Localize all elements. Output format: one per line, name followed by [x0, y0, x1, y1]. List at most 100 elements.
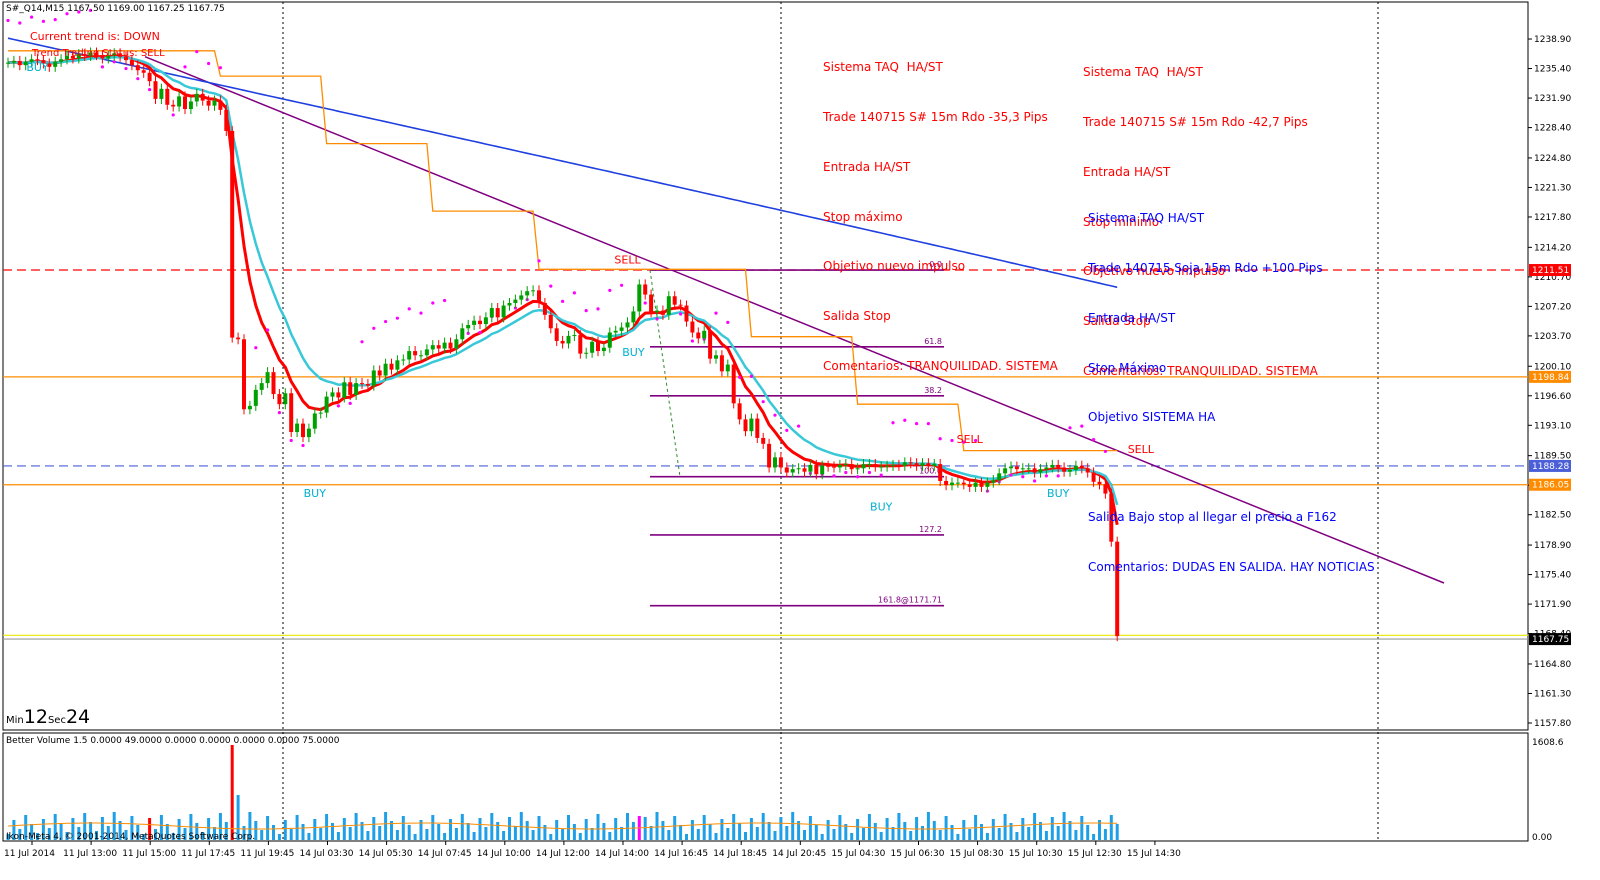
candle-body [1062, 467, 1067, 472]
volume-bar [201, 832, 205, 840]
candle-body [159, 88, 164, 99]
candle-body [442, 342, 447, 349]
candle-body [767, 443, 772, 468]
sar-dot [1021, 475, 1025, 479]
candle-body [47, 63, 52, 67]
volume-bar [838, 815, 842, 840]
sar-dot [1092, 438, 1096, 442]
volume-bar [378, 826, 382, 840]
volume-bar [667, 830, 671, 840]
sar-dot [30, 15, 34, 19]
sar-dot [18, 21, 22, 25]
sar-dot [419, 311, 423, 315]
volume-bar [395, 830, 399, 840]
volume-bar [956, 834, 960, 840]
sar-dot [136, 77, 140, 81]
symbol-info: S#_Q14,M15 1167.50 1169.00 1167.25 1167.… [6, 4, 225, 14]
volume-bar [720, 819, 724, 840]
candle-body [419, 355, 423, 357]
candle-body [808, 464, 813, 472]
price-tick-label: 1217.80 [1534, 213, 1571, 223]
candle-body [684, 305, 689, 322]
candle-body [1109, 493, 1114, 542]
candle-body [1003, 468, 1008, 474]
volume-bar [879, 832, 883, 840]
candle-body [749, 418, 754, 432]
candle-body [23, 61, 28, 66]
candle-body [171, 104, 176, 107]
volume-bar [83, 813, 87, 840]
sar-dot [407, 307, 411, 311]
volume-bar [785, 826, 789, 840]
sar-dot [915, 422, 919, 426]
candle-body [301, 423, 305, 438]
sar-dot [655, 317, 659, 321]
annotation-line: Stop Máximo [1088, 360, 1167, 375]
candle-body [826, 465, 831, 467]
volume-bar [454, 828, 458, 840]
candle-body [82, 54, 87, 56]
volume-bar [1003, 814, 1007, 840]
candle-body [554, 328, 559, 341]
volume-bar [100, 817, 104, 840]
fibonacci-label: 0.0 [929, 260, 942, 269]
annotation-line: Comentarios: TRANQUILIDAD. SISTEMA [823, 358, 1058, 373]
volume-bar [301, 824, 305, 840]
volume-bar [590, 828, 594, 840]
candle-body [643, 284, 648, 295]
time-tick-label: 11 Jul 19:45 [240, 849, 294, 859]
volume-bar [567, 815, 570, 840]
signals-layer: SELL BUY BUY BUY SELL BUY SELL BUY [26, 61, 1154, 513]
candle-body [94, 52, 99, 56]
time-axis: 11 Jul 2014 11 Jul 13:00 11 Jul 15:00 11 Ju… [4, 841, 1181, 859]
price-tag [1529, 633, 1571, 646]
volume-bar [885, 818, 889, 840]
candle-body [920, 463, 925, 466]
candle-body [259, 383, 264, 390]
candle-body [312, 413, 317, 429]
sar-dot [431, 301, 435, 305]
volume-bar [602, 823, 606, 840]
sar-dot [608, 288, 612, 292]
volume-bar [1033, 813, 1037, 840]
volume-bar [779, 817, 783, 840]
price-tick-label: 1175.40 [1534, 571, 1571, 581]
candle-body [625, 322, 630, 328]
volume-bar [767, 822, 771, 840]
candle-body [584, 352, 589, 354]
candle-body [383, 363, 388, 376]
candle-body [147, 72, 152, 82]
candle-body [253, 389, 258, 406]
volume-bar [1015, 832, 1019, 840]
fibonacci-label: 38.2 [924, 386, 942, 395]
candle-body [65, 55, 69, 60]
candle-body [183, 96, 187, 110]
volume-bar [159, 815, 163, 840]
volume-panel-title: Better Volume 1.5 0.0000 49.0000 0.0000 … [6, 736, 340, 746]
sar-dot [218, 66, 222, 70]
sar-dot [195, 50, 199, 54]
volume-ma-line [7, 822, 1118, 830]
price-tick-label: 1235.40 [1534, 65, 1571, 75]
time-tick-label: 14 Jul 10:00 [477, 849, 531, 859]
sar-dot [938, 437, 942, 441]
volume-bar [726, 828, 730, 840]
candle-body [124, 56, 128, 61]
volume-bar [608, 832, 612, 840]
candle-body [17, 60, 22, 66]
candle-body [336, 392, 341, 398]
candle-body [725, 364, 730, 372]
volume-bar [41, 819, 45, 840]
sar-dot [926, 422, 931, 426]
candle-body [696, 332, 701, 339]
volume-bar [466, 823, 470, 840]
candle-body [489, 308, 494, 318]
signal-label: BUY [304, 487, 327, 500]
time-tick-label: 14 Jul 18:45 [713, 849, 767, 859]
candle-body [631, 311, 636, 323]
candle-body [342, 382, 347, 398]
price-tag-label: 1188.28 [1532, 462, 1569, 472]
volume-bar [525, 821, 529, 840]
price-tick-label: 1193.10 [1534, 421, 1571, 431]
